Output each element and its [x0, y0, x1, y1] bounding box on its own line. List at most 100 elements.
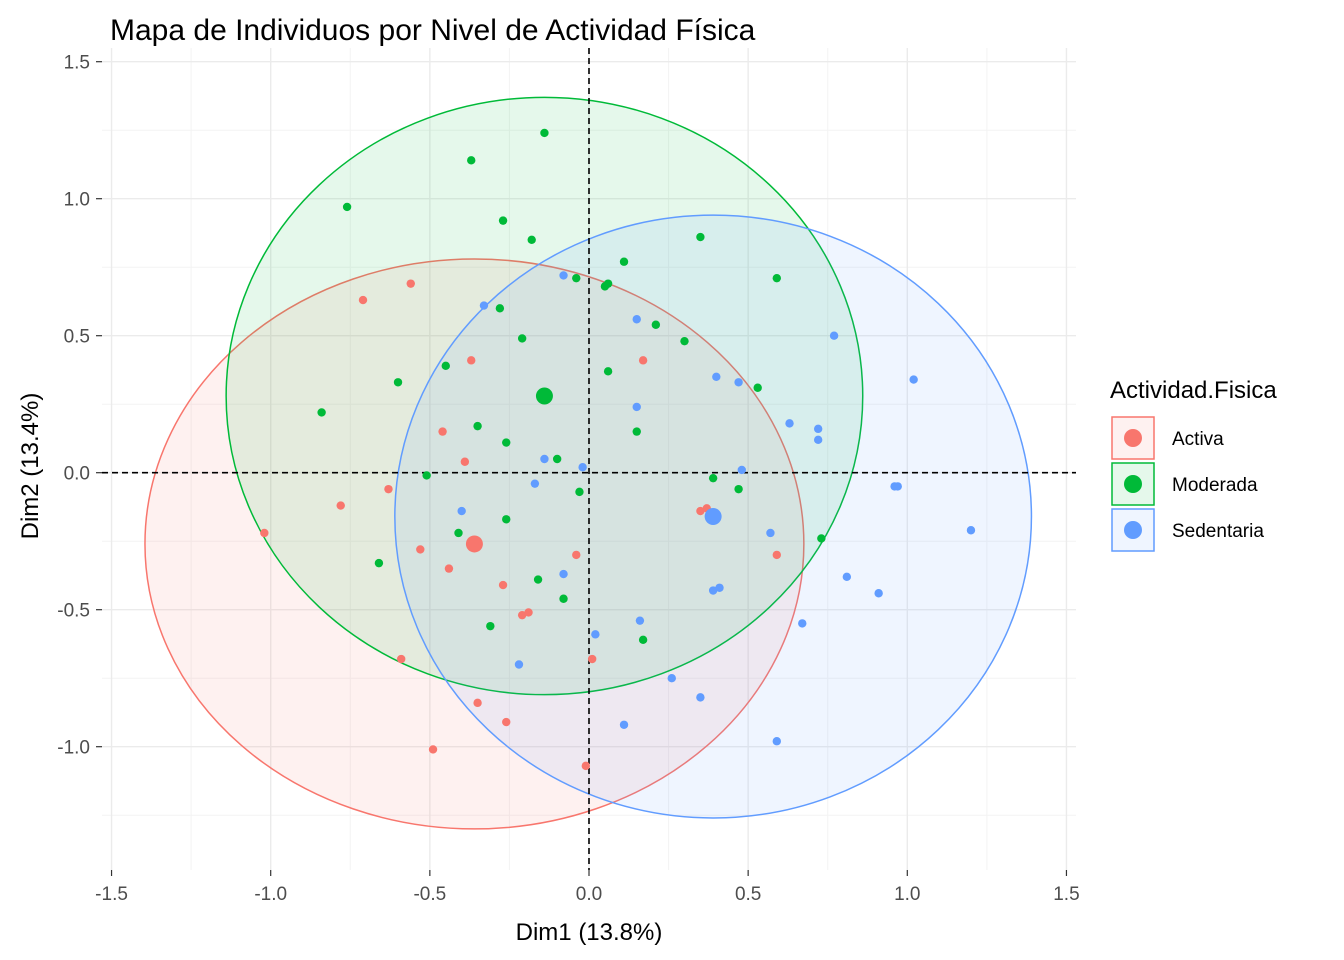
- point-sedentaria: [559, 569, 568, 579]
- point-moderada: [572, 273, 581, 283]
- point-sedentaria: [829, 331, 839, 340]
- point-activa: [473, 698, 482, 708]
- point-moderada: [502, 515, 511, 524]
- point-sedentaria: [785, 419, 794, 428]
- point-moderada: [696, 232, 705, 242]
- point-sedentaria: [893, 482, 902, 491]
- point-sedentaria: [635, 616, 645, 625]
- point-sedentaria: [737, 465, 746, 475]
- point-moderada: [651, 320, 661, 329]
- point-activa: [524, 608, 533, 617]
- centroid-sedentaria: [704, 508, 722, 526]
- point-moderada: [632, 427, 641, 436]
- x-tick-label: 0.0: [576, 884, 602, 905]
- point-moderada: [317, 408, 326, 417]
- point-sedentaria: [772, 737, 781, 746]
- point-activa: [384, 484, 393, 494]
- point-sedentaria: [842, 572, 852, 582]
- point-sedentaria: [798, 619, 807, 628]
- point-sedentaria: [632, 315, 641, 324]
- y-tick-label: 0.0: [64, 464, 90, 485]
- point-moderada: [374, 558, 384, 568]
- legend-marker-sedentaria: [1124, 521, 1142, 539]
- point-activa: [772, 550, 781, 560]
- point-moderada: [708, 473, 718, 483]
- point-moderada: [638, 635, 648, 645]
- point-moderada: [498, 216, 508, 225]
- point-moderada: [575, 487, 584, 497]
- point-sedentaria: [909, 375, 918, 384]
- x-tick-label: 1.5: [1053, 884, 1079, 905]
- point-sedentaria: [734, 378, 743, 387]
- point-moderada: [552, 454, 562, 464]
- centroid-activa: [465, 535, 483, 553]
- x-tick-label: -1.0: [254, 884, 287, 905]
- point-moderada: [342, 202, 352, 212]
- legend: Actividad.Fisica Activa Moderada Sedentari…: [1110, 377, 1277, 552]
- point-moderada: [422, 471, 431, 480]
- x-tick-label: 1.0: [894, 884, 920, 905]
- x-axis-title: Dim1 (13.8%): [516, 919, 663, 946]
- centroid-moderada: [535, 387, 553, 405]
- point-activa: [438, 427, 447, 436]
- point-sedentaria: [578, 463, 587, 472]
- point-activa: [416, 545, 425, 554]
- point-moderada: [559, 594, 568, 603]
- point-activa: [572, 550, 581, 560]
- point-sedentaria: [591, 630, 600, 639]
- point-moderada: [473, 421, 482, 431]
- point-activa: [336, 501, 345, 510]
- point-activa: [581, 761, 591, 771]
- point-moderada: [619, 257, 629, 266]
- point-sedentaria: [540, 454, 549, 464]
- point-moderada: [517, 334, 527, 343]
- point-sedentaria: [708, 586, 718, 595]
- point-activa: [406, 279, 415, 288]
- point-sedentaria: [715, 583, 724, 592]
- point-activa: [397, 654, 406, 664]
- point-moderada: [486, 621, 495, 631]
- point-moderada: [603, 367, 613, 376]
- point-activa: [444, 564, 454, 573]
- point-activa: [638, 356, 648, 365]
- point-sedentaria: [696, 693, 705, 702]
- point-sedentaria: [813, 435, 823, 445]
- point-moderada: [441, 361, 450, 371]
- point-moderada: [454, 528, 463, 538]
- axis-ticks: -1.5 -1.0 -0.5 0.0 0.5 1.0 1.5 -1.0 -0.5 0.0 0.5 1.…: [57, 53, 1079, 905]
- point-moderada: [540, 128, 549, 138]
- chart-title: Mapa de Individuos por Nivel de Activida…: [110, 14, 756, 47]
- legend-label-sedentaria: Sedentaria: [1172, 521, 1264, 542]
- point-activa: [428, 745, 438, 754]
- point-moderada: [467, 156, 476, 165]
- point-activa: [460, 457, 470, 466]
- x-tick-label: 0.5: [735, 884, 761, 905]
- point-moderada: [600, 282, 610, 291]
- point-activa: [498, 580, 508, 590]
- data-points: [260, 128, 976, 771]
- point-moderada: [533, 575, 543, 584]
- point-moderada: [502, 438, 511, 447]
- reference-lines: [102, 48, 1076, 870]
- point-sedentaria: [457, 506, 466, 516]
- legend-label-moderada: Moderada: [1172, 475, 1258, 496]
- point-sedentaria: [813, 424, 823, 434]
- point-activa: [696, 506, 705, 516]
- point-sedentaria: [766, 528, 775, 538]
- point-sedentaria: [874, 589, 883, 598]
- point-moderada: [495, 304, 505, 313]
- point-moderada: [817, 534, 826, 543]
- point-activa: [502, 717, 511, 727]
- point-moderada: [753, 383, 762, 392]
- point-activa: [260, 528, 269, 538]
- point-activa: [517, 610, 527, 620]
- point-sedentaria: [632, 402, 641, 412]
- y-tick-label: -0.5: [57, 601, 90, 622]
- y-tick-label: 1.5: [64, 53, 90, 74]
- point-sedentaria: [514, 660, 524, 669]
- legend-label-activa: Activa: [1172, 429, 1224, 450]
- y-tick-label: 1.0: [64, 190, 90, 211]
- x-tick-label: -1.5: [95, 884, 128, 905]
- y-tick-label: -1.0: [57, 738, 90, 759]
- y-axis-title: Dim2 (13.4%): [17, 393, 44, 540]
